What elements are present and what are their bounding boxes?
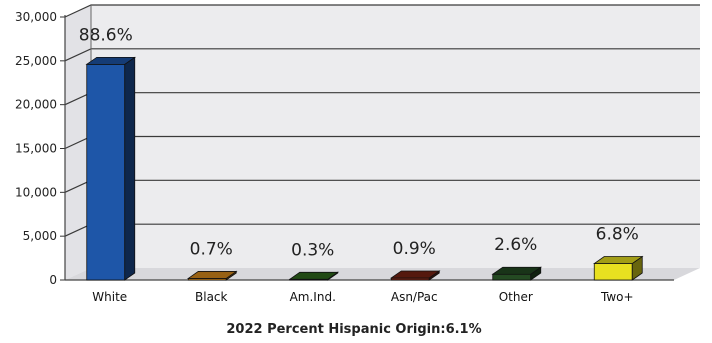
data-label: 0.9% <box>393 239 436 259</box>
bar <box>85 56 137 281</box>
bar <box>592 255 644 281</box>
y-tick-labels: 0 5,000 10,000 15,000 20,000 25,000 30,000 <box>15 10 57 287</box>
x-tick-label: Asn/Pac <box>391 290 438 304</box>
y-tick-label: 0 <box>49 273 57 287</box>
bar-front <box>492 273 532 281</box>
chart-caption: 2022 Percent Hispanic Origin:6.1% <box>226 322 481 337</box>
bar <box>288 271 340 281</box>
bar <box>389 270 441 281</box>
data-label: 88.6% <box>79 25 133 45</box>
y-tick-label: 30,000 <box>15 10 57 24</box>
bars <box>85 56 644 281</box>
data-label: 0.7% <box>190 239 233 259</box>
bar-top <box>85 56 137 65</box>
bar-top <box>491 266 543 275</box>
y-tick-label: 15,000 <box>15 142 57 156</box>
data-labels: 88.6% 0.7% 0.3% 0.9% 2.6% 6.8% <box>79 25 639 260</box>
y-tick-label: 20,000 <box>15 98 57 112</box>
data-label: 2.6% <box>494 235 537 255</box>
y-tick-label: 25,000 <box>15 54 57 68</box>
bar-top <box>592 256 644 264</box>
data-label: 6.8% <box>596 225 639 245</box>
y-tick-label: 5,000 <box>23 229 57 243</box>
x-tick-label: Other <box>499 290 533 304</box>
x-tick-label: Am.Ind. <box>290 290 336 304</box>
bar-top <box>186 271 238 279</box>
bar-top <box>288 271 340 280</box>
bar-front <box>593 263 633 281</box>
x-tick-label: Two+ <box>600 290 634 304</box>
bar <box>186 270 238 281</box>
x-tick-label: Black <box>195 290 228 304</box>
bar-top <box>389 270 441 279</box>
bar <box>491 266 543 281</box>
x-tick-label: White <box>92 290 127 304</box>
data-label: 0.3% <box>291 240 334 260</box>
bar-side <box>124 56 136 281</box>
bar-front <box>86 63 126 281</box>
x-tick-labels: White Black Am.Ind. Asn/Pac Other Two+ <box>92 290 633 304</box>
y-tick-label: 10,000 <box>15 185 57 199</box>
